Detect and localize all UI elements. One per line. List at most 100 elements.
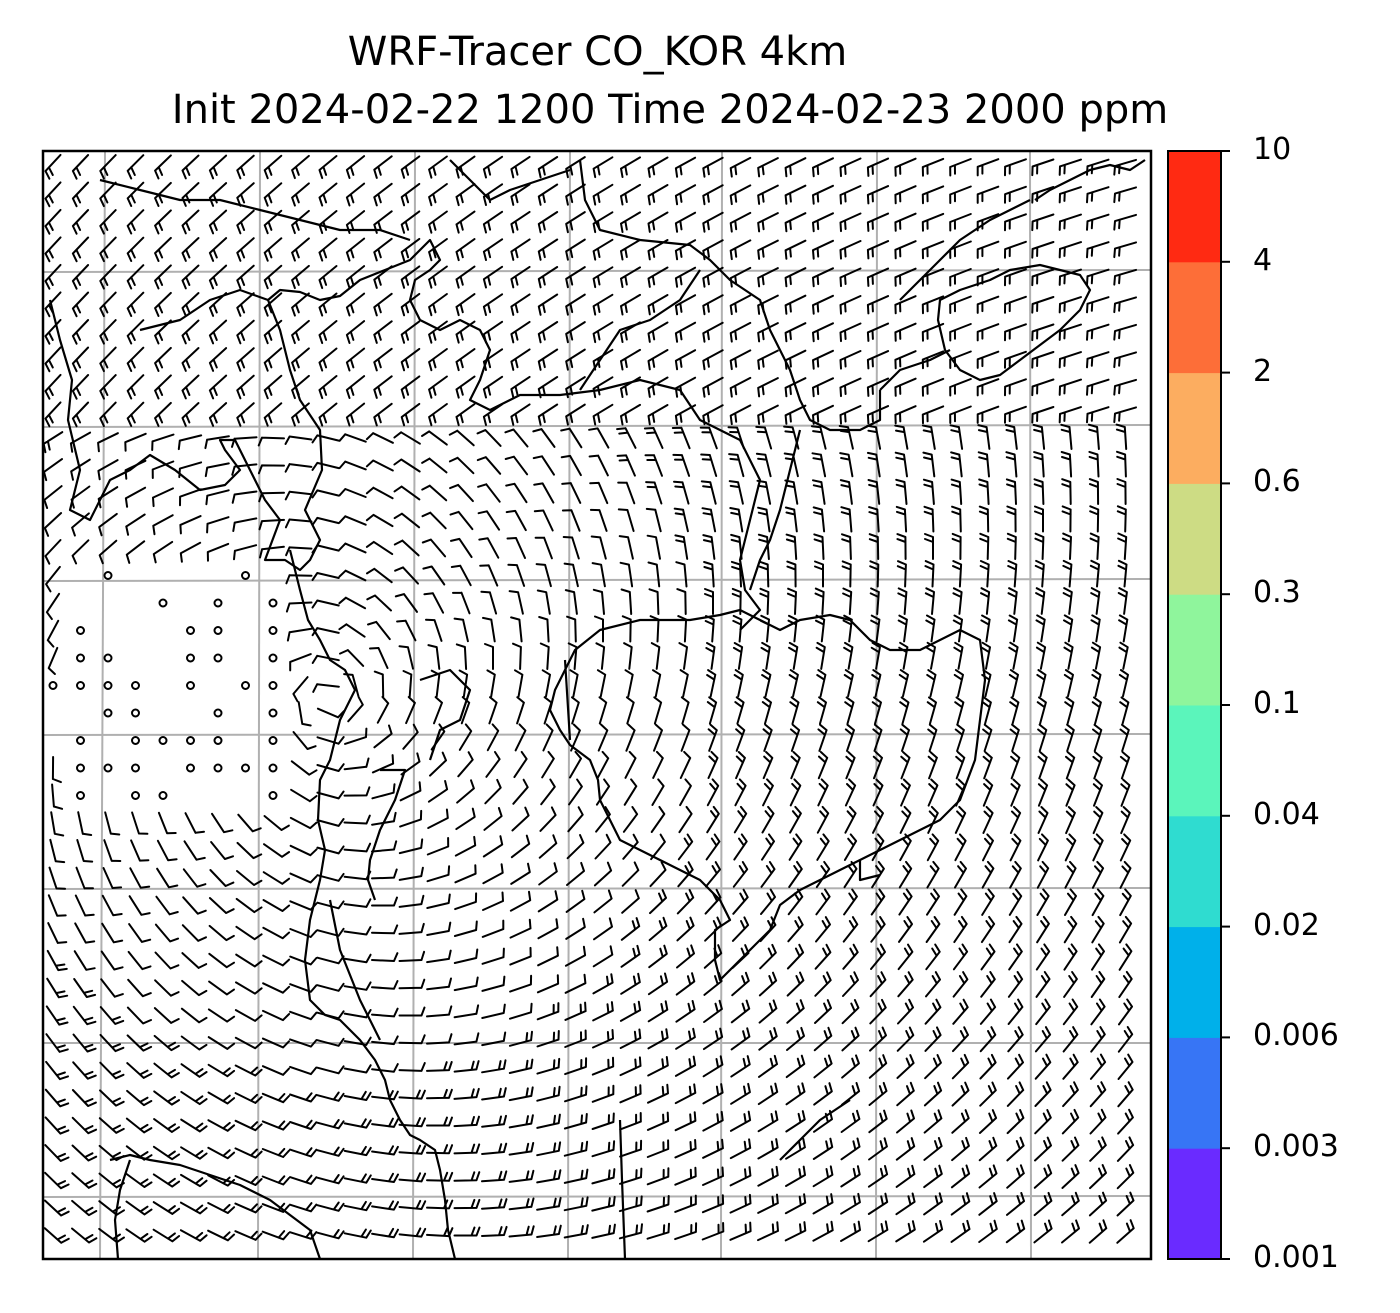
wind-barb: [1116, 1191, 1135, 1217]
wind-barb: [926, 833, 940, 862]
wind-barb: [895, 1220, 916, 1243]
colorbar-segment: [1168, 594, 1221, 706]
wind-barb: [126, 154, 145, 180]
wind-barb: [289, 1147, 318, 1158]
wind-barb: [428, 238, 448, 262]
wind-barb: [398, 1089, 426, 1100]
gridline-v: [567, 151, 571, 1259]
wind-barb: [373, 320, 393, 344]
wind-barb: [1058, 186, 1082, 204]
wind-barb: [343, 1145, 372, 1157]
wind-barb: [839, 452, 854, 478]
wind-barb: [508, 1086, 534, 1102]
wind-barb: [594, 833, 612, 860]
wind-barb: [729, 376, 752, 398]
wind-barb: [455, 320, 476, 344]
wind-barb: [208, 237, 228, 262]
wind-barb: [1062, 998, 1079, 1026]
wind-barb: [343, 814, 371, 825]
wind-barb: [1117, 1108, 1134, 1135]
wind-barb: [532, 428, 556, 448]
wind-barb: [674, 1166, 697, 1186]
wind-barb: [235, 953, 263, 968]
wind-barb: [646, 534, 661, 560]
wind-barb: [1086, 351, 1110, 369]
wind-barb: [289, 955, 318, 966]
wind-barb: [784, 506, 798, 533]
wind-barb: [951, 1136, 970, 1162]
calm-marker: [103, 653, 113, 663]
wind-barb: [1031, 213, 1055, 232]
wind-barb: [839, 240, 862, 260]
wind-barb: [476, 429, 502, 447]
wind-barb: [868, 1109, 888, 1134]
wind-barb: [400, 320, 421, 344]
colorbar: [1167, 150, 1230, 1260]
wind-barb: [757, 1165, 779, 1187]
wind-barb: [208, 897, 235, 914]
wind-barb: [1116, 478, 1127, 505]
coastline: [618, 1119, 627, 1259]
wind-barb: [1004, 424, 1018, 450]
wind-barb: [236, 841, 263, 860]
wind-barb: [1086, 213, 1110, 231]
wind-barb: [1090, 998, 1106, 1026]
wind-barb: [921, 350, 945, 370]
wind-barb: [729, 1166, 752, 1187]
wind-barb: [1065, 751, 1076, 780]
wind-barb: [784, 1193, 807, 1215]
wind-barb: [594, 615, 604, 643]
wind-barb: [400, 347, 421, 372]
wind-barb: [871, 669, 882, 698]
wind-barb: [154, 951, 180, 970]
map-frame: [41, 149, 1153, 1261]
wind-barb: [71, 1116, 98, 1135]
calm-marker: [213, 708, 223, 718]
wind-barb: [46, 949, 68, 972]
graticule: [43, 151, 1151, 1259]
wind-barb: [705, 642, 716, 670]
wind-barb: [922, 1220, 944, 1243]
wind-barb: [507, 563, 526, 587]
wind-barb: [427, 780, 449, 803]
wind-barb: [1031, 268, 1055, 287]
wind-barb: [452, 591, 471, 615]
wind-barb: [180, 1035, 208, 1051]
wind-barb: [568, 778, 583, 806]
wind-barb: [701, 507, 717, 533]
wind-barb: [921, 157, 945, 177]
wind-barb: [872, 805, 884, 834]
wind-barb: [289, 1010, 318, 1021]
wind-barb: [1058, 241, 1082, 259]
wind-barb: [512, 642, 522, 670]
wind-barb: [46, 977, 69, 999]
wind-barb: [976, 405, 1000, 424]
wind-barb: [955, 751, 966, 780]
wind-barb: [537, 266, 559, 289]
wind-barb: [758, 999, 778, 1024]
wind-barb: [1115, 423, 1128, 450]
wind-barb: [925, 943, 941, 971]
wind-barb: [812, 1220, 834, 1242]
country-border: [899, 199, 1031, 301]
wind-barb: [1090, 970, 1106, 998]
wind-barb: [645, 481, 663, 505]
wind-barb: [262, 926, 291, 940]
wind-barb: [71, 346, 90, 373]
wind-barb: [1007, 587, 1018, 615]
wind-barb: [867, 479, 881, 505]
wind-barb: [646, 1195, 670, 1213]
wind-barb: [181, 292, 200, 317]
wind-barb: [1034, 532, 1045, 560]
wind-barb: [757, 239, 779, 260]
wind-barb: [678, 642, 688, 670]
wind-barb: [126, 401, 145, 427]
wind-barb: [426, 1005, 453, 1018]
wind-barb: [617, 481, 636, 505]
wind-barb: [981, 888, 995, 916]
wind-barb: [924, 560, 935, 588]
wind-barb: [537, 183, 559, 206]
wind-barb: [758, 971, 778, 997]
wind-barb: [894, 157, 917, 177]
wind-barb: [508, 1142, 535, 1156]
